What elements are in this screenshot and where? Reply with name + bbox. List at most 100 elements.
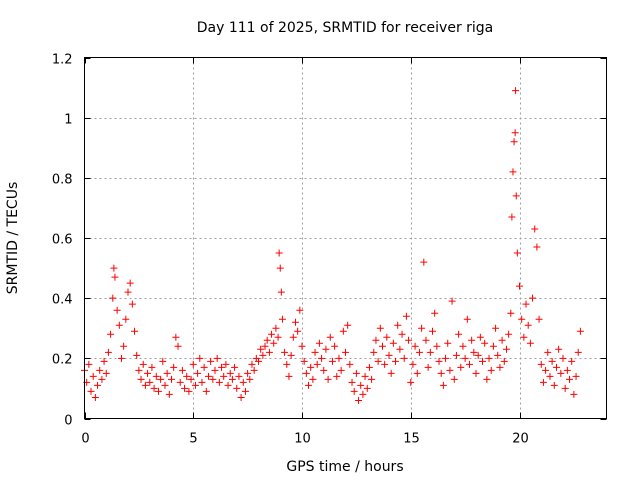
data-point <box>522 300 530 308</box>
data-point <box>228 375 236 383</box>
data-point <box>109 294 117 302</box>
data-point <box>168 375 175 383</box>
data-point <box>359 390 367 398</box>
data-point <box>344 321 352 329</box>
data-point <box>307 363 315 371</box>
data-point <box>492 324 500 332</box>
data-point <box>513 249 521 257</box>
data-point <box>218 363 226 371</box>
data-point <box>537 360 545 368</box>
data-point <box>154 387 162 395</box>
data-point <box>141 381 149 389</box>
data-point <box>372 336 380 344</box>
data-point <box>324 375 332 383</box>
data-point <box>150 384 158 392</box>
data-point <box>94 381 102 389</box>
data-point <box>392 357 400 365</box>
data-point <box>231 363 239 371</box>
data-point <box>87 387 95 395</box>
data-point <box>202 387 210 395</box>
data-point <box>409 360 417 368</box>
data-point <box>213 354 221 362</box>
data-point <box>235 372 243 380</box>
data-point <box>296 306 304 314</box>
data-point <box>120 342 128 350</box>
data-point <box>189 360 197 368</box>
data-point <box>487 366 495 374</box>
y-axis-label: SRMTID / TECUs <box>5 182 21 295</box>
data-point <box>200 363 208 371</box>
data-point <box>270 339 278 347</box>
x-tick-labels: 0 5 10 15 20 <box>81 432 528 447</box>
data-point <box>322 345 330 353</box>
data-point <box>418 324 426 332</box>
data-point <box>107 330 115 338</box>
y-tick-label: 0.6 <box>52 233 73 248</box>
data-point <box>483 375 491 383</box>
data-point <box>239 378 247 386</box>
data-point <box>337 366 345 374</box>
data-point <box>415 348 423 356</box>
data-point <box>557 369 565 377</box>
data-point <box>285 372 293 380</box>
data-point <box>365 363 373 371</box>
data-point <box>524 321 532 329</box>
x-tick-label: 10 <box>294 432 311 447</box>
data-point <box>429 327 436 335</box>
data-point <box>498 336 506 344</box>
data-point <box>181 384 189 392</box>
data-points <box>81 87 584 404</box>
data-point <box>516 282 523 290</box>
data-point <box>411 342 419 350</box>
data-point <box>520 333 528 341</box>
x-tick-label: 0 <box>81 432 89 447</box>
data-point <box>102 369 110 377</box>
data-point <box>305 381 313 389</box>
data-point <box>268 330 276 338</box>
data-point <box>509 168 517 176</box>
data-point <box>148 363 156 371</box>
data-point <box>283 360 291 368</box>
data-point <box>439 381 447 389</box>
data-point <box>542 366 550 374</box>
data-point <box>220 372 228 380</box>
data-point <box>122 315 130 323</box>
data-point <box>246 375 254 383</box>
data-point <box>548 357 556 365</box>
data-point <box>472 369 480 377</box>
y-tick-label: 1.2 <box>52 53 73 68</box>
data-point <box>529 294 537 302</box>
grid-lines <box>84 57 607 419</box>
data-point <box>294 327 302 335</box>
y-tick-labels: 0 0.2 0.4 0.6 0.8 1 1.2 <box>52 53 73 429</box>
data-point <box>207 357 215 365</box>
data-point <box>535 315 543 323</box>
data-point <box>85 360 93 368</box>
data-point <box>400 354 408 362</box>
data-point <box>133 351 141 359</box>
data-point <box>233 384 241 392</box>
data-point <box>278 315 286 323</box>
data-point <box>526 339 534 347</box>
data-point <box>342 348 349 356</box>
data-point <box>161 381 169 389</box>
data-point <box>115 321 123 329</box>
data-point <box>533 243 541 251</box>
data-point <box>185 387 193 395</box>
data-point <box>531 225 539 233</box>
data-point <box>378 342 386 350</box>
data-point <box>152 372 160 380</box>
data-point <box>176 378 184 386</box>
data-point <box>518 315 526 323</box>
data-point <box>442 354 450 362</box>
data-point <box>422 336 430 344</box>
data-point <box>309 375 317 383</box>
data-point <box>250 366 258 374</box>
data-point <box>163 369 171 377</box>
data-point <box>298 342 306 350</box>
data-point <box>333 372 341 380</box>
data-point <box>450 375 458 383</box>
data-point <box>157 375 165 383</box>
x-axis-label: GPS time / hours <box>286 459 403 475</box>
